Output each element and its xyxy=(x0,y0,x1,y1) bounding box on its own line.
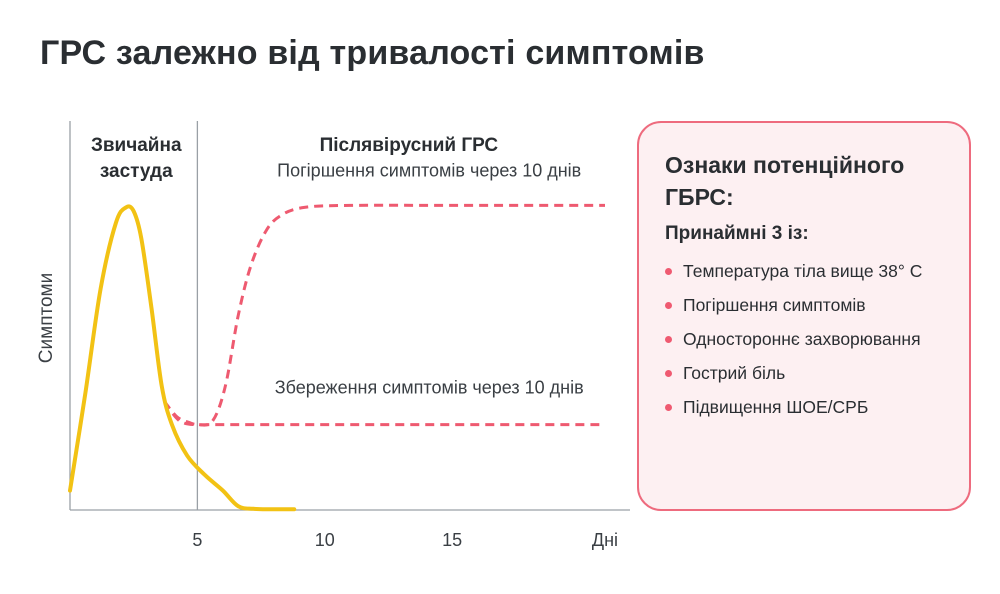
x-tick-label: Дні xyxy=(592,530,618,550)
bullet-icon xyxy=(665,370,672,377)
criteria-item-acute-pain: Гострий біль xyxy=(665,361,949,386)
criteria-item-label: Підвищення ШОЕ/СРБ xyxy=(683,397,869,417)
criteria-item-temperature: Температура тіла вище 38° С xyxy=(665,259,949,284)
bullet-icon xyxy=(665,404,672,411)
region-label: застуда xyxy=(100,161,173,182)
panel-subtitle: Принаймні 3 із: xyxy=(665,223,809,244)
region-label: Післявірусний ГРС xyxy=(320,135,499,156)
page-title: ГРС залежно від тривалості симптомів xyxy=(40,34,705,72)
series-line-common-cold xyxy=(68,204,297,512)
x-tick-label: 10 xyxy=(315,530,335,550)
criteria-panel: Ознаки потенційного ГБРС: Принаймні 3 із… xyxy=(637,121,971,511)
y-axis-label: Симптоми xyxy=(36,273,57,363)
series-annotation: Збереження симптомів через 10 днів xyxy=(275,378,584,398)
criteria-list: Температура тіла вище 38° С Погіршення с… xyxy=(665,259,949,420)
series-line-persistent xyxy=(163,400,605,427)
criteria-item-worsening: Погіршення симптомів xyxy=(665,293,949,318)
bullet-icon xyxy=(665,268,672,275)
criteria-item-unilateral: Одностороннє захворювання xyxy=(665,327,949,352)
region-label: Звичайна xyxy=(91,135,182,156)
panel-title: Ознаки потенційного ГБРС: xyxy=(665,152,905,210)
criteria-item-label: Гострий біль xyxy=(683,363,786,383)
series-annotation: Погіршення симптомів через 10 днів xyxy=(277,160,581,180)
series-line-worsening xyxy=(163,203,605,427)
criteria-item-label: Одностороннє захворювання xyxy=(683,329,921,349)
x-tick-label: 15 xyxy=(442,530,462,550)
criteria-item-esr-crp: Підвищення ШОЕ/СРБ xyxy=(665,395,949,420)
x-tick-label: 5 xyxy=(192,530,202,550)
bullet-icon xyxy=(665,336,672,343)
bullet-icon xyxy=(665,302,672,309)
criteria-item-label: Температура тіла вище 38° С xyxy=(683,261,923,281)
criteria-item-label: Погіршення симптомів xyxy=(683,295,866,315)
